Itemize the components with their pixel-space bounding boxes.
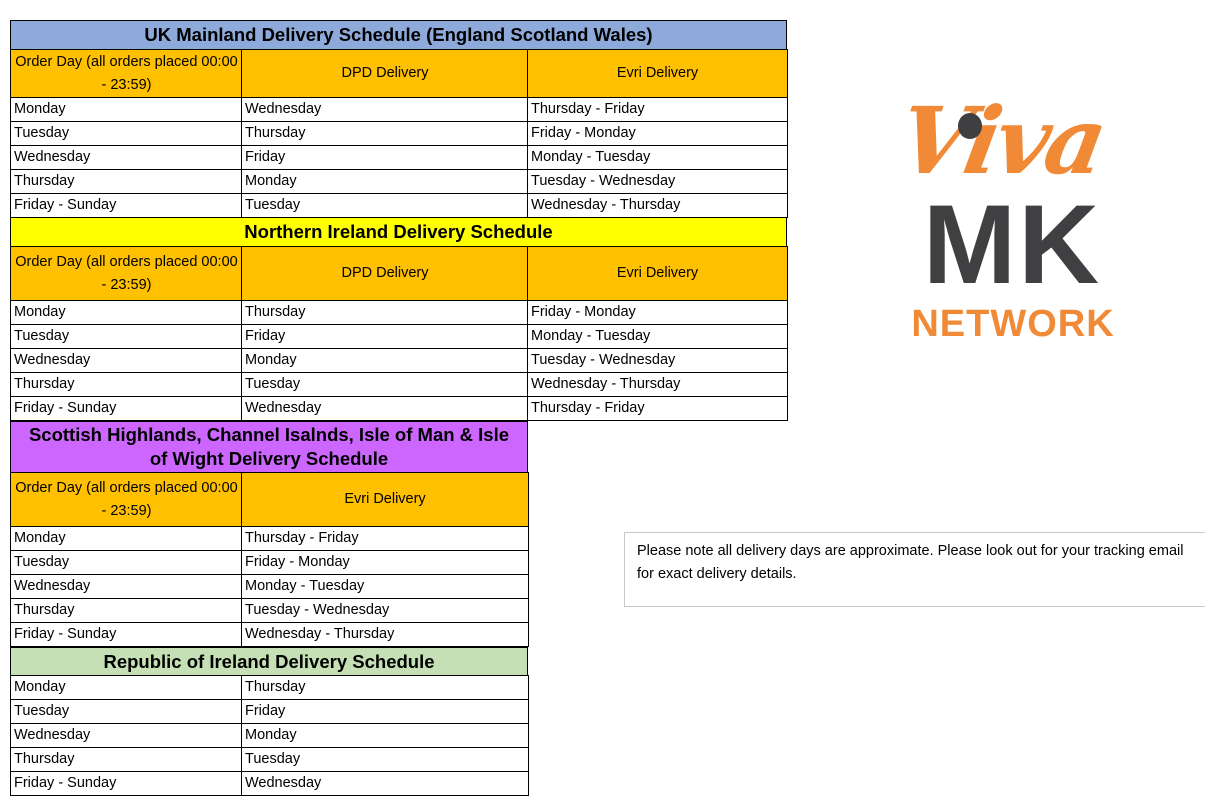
table-cell: Tuesday: [10, 324, 243, 349]
table-cell: Monday: [10, 97, 243, 122]
column-header: Order Day (all orders placed 00:00 - 23:…: [10, 246, 243, 301]
table-cell: Friday - Sunday: [10, 396, 243, 421]
table-cell: Tuesday: [10, 121, 243, 146]
table-cell: Friday - Monday: [527, 300, 788, 325]
table-cell: Friday - Monday: [241, 550, 529, 575]
table-cell: Friday: [241, 699, 529, 724]
section-title: UK Mainland Delivery Schedule (England S…: [10, 20, 787, 50]
table-cell: Friday - Sunday: [10, 193, 243, 218]
table-cell: Monday - Tuesday: [527, 324, 788, 349]
table-cell: Wednesday: [10, 723, 243, 748]
table-cell: Tuesday: [241, 193, 529, 218]
table-cell: Monday: [10, 675, 243, 700]
column-header: Evri Delivery: [527, 246, 788, 301]
table-cell: Monday: [241, 723, 529, 748]
table-cell: Thursday: [10, 169, 243, 194]
table-cell: Wednesday: [241, 771, 529, 796]
table-cell: Wednesday: [10, 145, 243, 170]
logo-network-text: NETWORK: [911, 303, 1115, 345]
table-cell: Monday - Tuesday: [241, 574, 529, 599]
table-cell: Friday: [241, 324, 529, 349]
table-cell: Thursday: [241, 675, 529, 700]
table-cell: Tuesday: [241, 747, 529, 772]
table-cell: Tuesday: [241, 372, 529, 397]
column-header: DPD Delivery: [241, 49, 529, 98]
section-title: Northern Ireland Delivery Schedule: [10, 217, 787, 247]
column-header: DPD Delivery: [241, 246, 529, 301]
table-cell: Tuesday - Wednesday: [527, 348, 788, 373]
table-cell: Wednesday: [10, 574, 243, 599]
delivery-note: Please note all delivery days are approx…: [624, 532, 1205, 607]
table-cell: Thursday: [10, 598, 243, 623]
table-cell: Wednesday: [10, 348, 243, 373]
logo-mk-text: MK: [922, 182, 1102, 307]
table-cell: Thursday - Friday: [527, 97, 788, 122]
table-cell: Wednesday - Thursday: [527, 372, 788, 397]
table-cell: Monday - Tuesday: [527, 145, 788, 170]
column-header: Order Day (all orders placed 00:00 - 23:…: [10, 472, 243, 527]
table-cell: Monday: [241, 169, 529, 194]
table-cell: Thursday: [10, 747, 243, 772]
table-cell: Thursday - Friday: [241, 526, 529, 551]
table-cell: Tuesday - Wednesday: [241, 598, 529, 623]
table-cell: Tuesday: [10, 550, 243, 575]
column-header: Evri Delivery: [241, 472, 529, 527]
table-cell: Friday - Monday: [527, 121, 788, 146]
section-title: Scottish Highlands, Channel Isalnds, Isl…: [10, 421, 528, 473]
table-cell: Thursday - Friday: [527, 396, 788, 421]
table-cell: Friday - Sunday: [10, 771, 243, 796]
table-cell: Monday: [241, 348, 529, 373]
column-header: Evri Delivery: [527, 49, 788, 98]
viva-mk-network-logo: Viva MK NETWORK: [880, 87, 1145, 355]
table-cell: Wednesday - Thursday: [527, 193, 788, 218]
table-cell: Monday: [10, 526, 243, 551]
logo-dot-icon: [958, 113, 982, 139]
table-cell: Friday - Sunday: [10, 622, 243, 647]
section-title: Republic of Ireland Delivery Schedule: [10, 647, 528, 676]
logo-viva-text: Viva: [890, 87, 1112, 195]
table-cell: Thursday: [241, 121, 529, 146]
table-cell: Tuesday: [10, 699, 243, 724]
table-cell: Thursday: [241, 300, 529, 325]
table-cell: Monday: [10, 300, 243, 325]
table-cell: Thursday: [10, 372, 243, 397]
table-cell: Wednesday - Thursday: [241, 622, 529, 647]
table-cell: Tuesday - Wednesday: [527, 169, 788, 194]
table-cell: Wednesday: [241, 396, 529, 421]
table-cell: Friday: [241, 145, 529, 170]
table-cell: Wednesday: [241, 97, 529, 122]
column-header: Order Day (all orders placed 00:00 - 23:…: [10, 49, 243, 98]
